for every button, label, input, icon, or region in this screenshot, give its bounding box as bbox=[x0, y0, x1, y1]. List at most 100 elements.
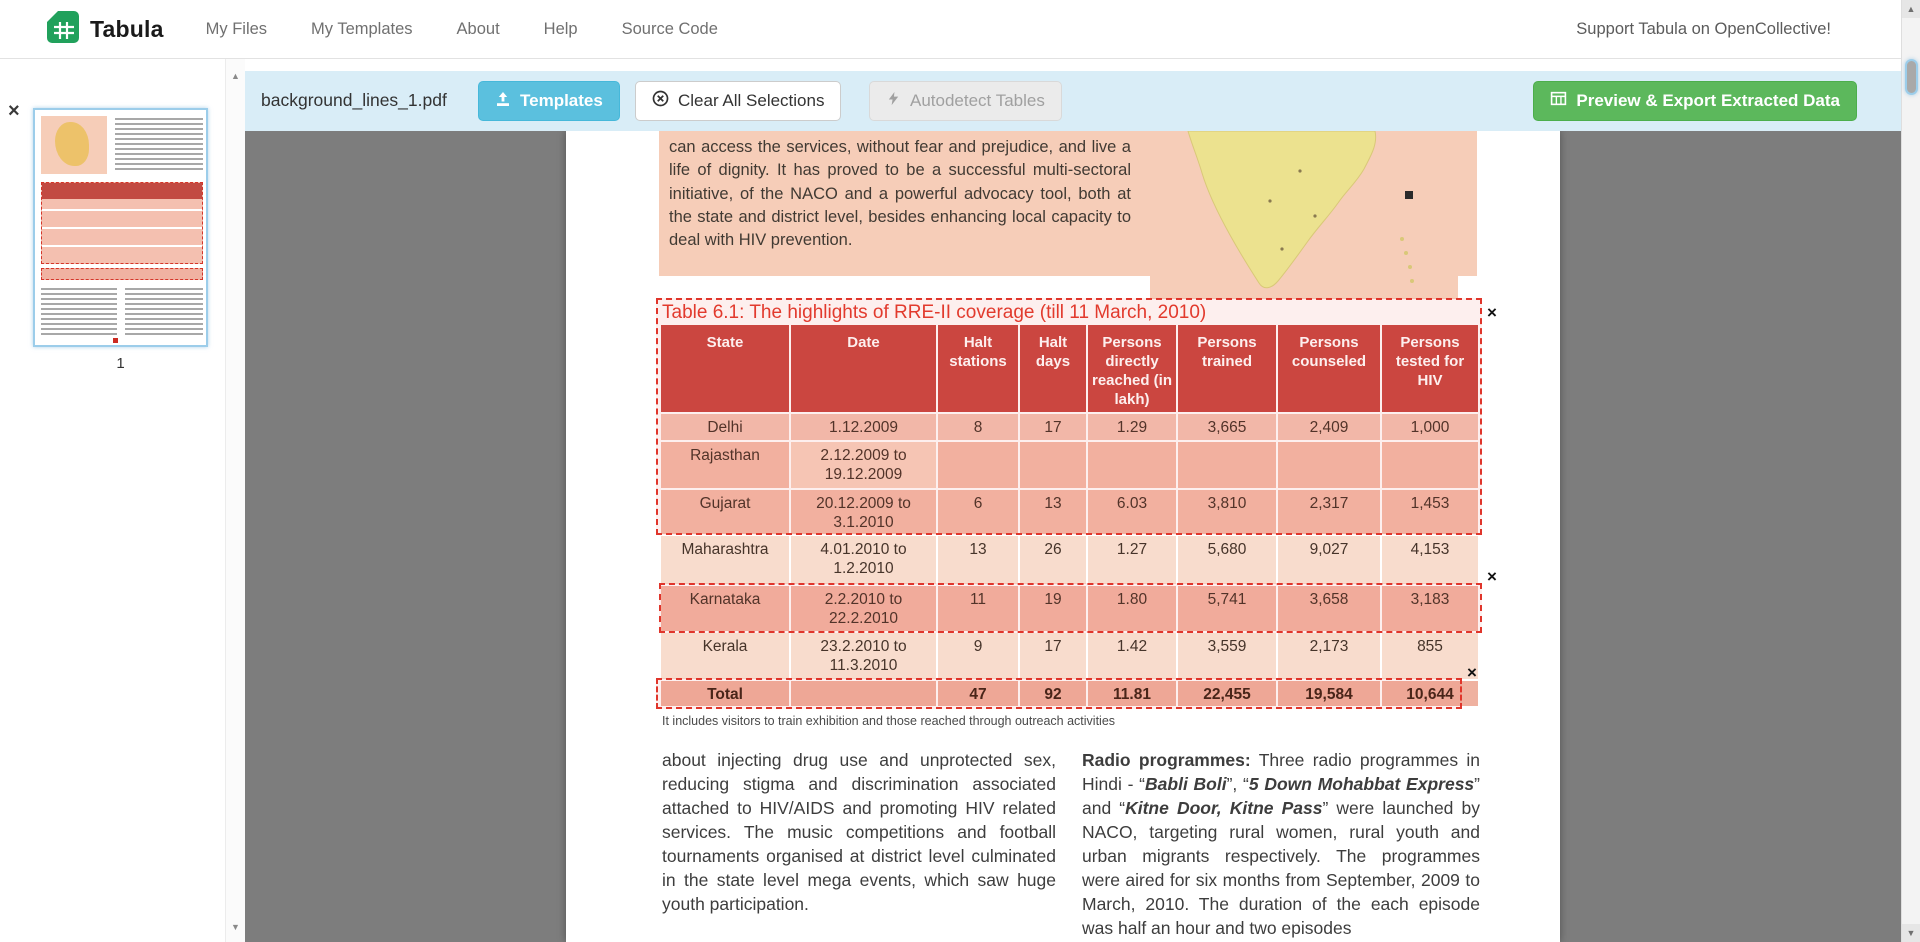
remove-selection-button[interactable]: × bbox=[1467, 663, 1477, 682]
table-cell: Total bbox=[661, 680, 791, 708]
intro-paragraph: can access the services, without fear an… bbox=[669, 138, 1131, 250]
page-thumbnail[interactable] bbox=[33, 108, 208, 347]
thumbnail-table-header bbox=[42, 183, 202, 199]
table-total-row: Total 47 92 11.81 22,455 19,584 10,644 bbox=[661, 680, 1478, 708]
table-cell: 2,317 bbox=[1277, 489, 1382, 536]
table-cell: 855 bbox=[1381, 632, 1478, 681]
pdf-table: State Date Halt stations Halt days Perso… bbox=[661, 325, 1478, 708]
table-cell: 2.12.2009 to 19.12.2009 bbox=[790, 441, 938, 490]
table-cell: 20.12.2009 to 3.1.2010 bbox=[790, 489, 938, 536]
scroll-down-icon[interactable]: ▼ bbox=[1902, 924, 1920, 942]
nav-item-my-templates[interactable]: My Templates bbox=[311, 19, 413, 38]
table-cell: 2.2.2010 to 22.2.2010 bbox=[790, 585, 938, 633]
table-cell: 4.01.2010 to 1.2.2010 bbox=[790, 535, 938, 586]
left-column-text: about injecting drug use and unprotected… bbox=[662, 750, 1056, 914]
nav-item-about[interactable]: About bbox=[456, 19, 500, 38]
window-scrollbar[interactable]: ▲ ▼ bbox=[1901, 0, 1920, 942]
remove-page-button[interactable]: × bbox=[8, 100, 20, 122]
pdf-page[interactable]: can access the services, without fear an… bbox=[566, 131, 1560, 942]
table-row: Kerala 23.2.2010 to 11.3.2010 9 17 1.42 … bbox=[661, 632, 1478, 681]
table-cell: 1.42 bbox=[1087, 632, 1178, 681]
table-cell bbox=[1087, 441, 1178, 490]
table-cell: 3,665 bbox=[1177, 413, 1278, 442]
preview-export-button[interactable]: Preview & Export Extracted Data bbox=[1533, 81, 1857, 121]
table-cell: 1.29 bbox=[1087, 413, 1178, 442]
table-cell: 8 bbox=[937, 413, 1020, 442]
templates-button[interactable]: Templates bbox=[478, 81, 620, 121]
thumbnail-text-lines bbox=[115, 118, 203, 172]
table-cell: 1,000 bbox=[1381, 413, 1478, 442]
table-cell: 2,173 bbox=[1277, 632, 1382, 681]
table-cell: Delhi bbox=[661, 413, 791, 442]
india-map-figure bbox=[1150, 131, 1458, 299]
scroll-up-icon[interactable]: ▲ bbox=[231, 71, 240, 81]
scrollbar-thumb[interactable] bbox=[1905, 59, 1918, 95]
table-cell: 19,584 bbox=[1277, 680, 1382, 708]
table-row: Karnataka 2.2.2010 to 22.2.2010 11 19 1.… bbox=[661, 585, 1478, 633]
lightning-icon bbox=[886, 91, 901, 111]
table-header-cell: Date bbox=[790, 325, 938, 414]
table-header-row: State Date Halt stations Halt days Perso… bbox=[661, 325, 1478, 414]
main-nav: My Files My Templates About Help Source … bbox=[206, 20, 718, 39]
selection-region[interactable] bbox=[656, 298, 1482, 535]
table-cell bbox=[1019, 441, 1088, 490]
nav-item-my-files[interactable]: My Files bbox=[205, 19, 268, 38]
table-cell: 17 bbox=[1019, 413, 1088, 442]
table-cell bbox=[1381, 441, 1478, 490]
table-cell: 3,183 bbox=[1381, 585, 1478, 633]
selection-region[interactable] bbox=[656, 678, 1462, 709]
table-cell: 17 bbox=[1019, 632, 1088, 681]
sidebar-scrollbar[interactable]: ▲ ▼ bbox=[225, 59, 245, 942]
clear-all-selections-button[interactable]: Clear All Selections bbox=[635, 81, 842, 121]
table-cell: 1.80 bbox=[1087, 585, 1178, 633]
table-cell bbox=[937, 441, 1020, 490]
table-cell: 9,027 bbox=[1277, 535, 1382, 586]
thumbnail-text-lines bbox=[125, 288, 203, 336]
thumbnail-selection-handle bbox=[113, 338, 118, 343]
nav-item-source-code[interactable]: Source Code bbox=[621, 19, 718, 38]
table-cell: 1.27 bbox=[1087, 535, 1178, 586]
clear-circle-x-icon bbox=[652, 90, 669, 112]
main-area: background_lines_1.pdf Templates Clear A… bbox=[245, 59, 1901, 942]
table-header-cell: Persons directly reached (in lakh) bbox=[1087, 325, 1178, 414]
table-footnote: It includes visitors to train exhibition… bbox=[662, 714, 1116, 728]
table-header-cell: Persons tested for HIV bbox=[1381, 325, 1478, 414]
table-row: Maharashtra 4.01.2010 to 1.2.2010 13 26 … bbox=[661, 535, 1478, 586]
thumbnail-table-selection bbox=[41, 182, 203, 264]
table-cell: 19 bbox=[1019, 585, 1088, 633]
table-header-cell: Halt days bbox=[1019, 325, 1088, 414]
table-cell: 23.2.2010 to 11.3.2010 bbox=[790, 632, 938, 681]
remove-selection-button[interactable]: × bbox=[1487, 567, 1497, 586]
table-cell: 11.81 bbox=[1087, 680, 1178, 708]
table-cell: Maharashtra bbox=[661, 535, 791, 586]
nav-item-help[interactable]: Help bbox=[543, 19, 578, 38]
table-row: Rajasthan 2.12.2009 to 19.12.2009 bbox=[661, 441, 1478, 490]
scroll-down-icon[interactable]: ▼ bbox=[231, 922, 240, 932]
page-number-label: 1 bbox=[116, 355, 125, 372]
table-cell: 1.12.2009 bbox=[790, 413, 938, 442]
table-cell: 3,559 bbox=[1177, 632, 1278, 681]
table-header-cell: State bbox=[661, 325, 791, 414]
table-cell bbox=[1177, 441, 1278, 490]
support-link[interactable]: Support Tabula on OpenCollective! bbox=[1576, 19, 1831, 38]
thumbnail-map bbox=[41, 116, 107, 174]
map-legend-marker bbox=[1405, 191, 1413, 199]
thumbnail-row-selection bbox=[41, 268, 203, 280]
table-cell: Rajasthan bbox=[661, 441, 791, 490]
toolbar: background_lines_1.pdf Templates Clear A… bbox=[245, 71, 1901, 131]
document-viewport: can access the services, without fear an… bbox=[245, 131, 1901, 942]
selection-region[interactable] bbox=[659, 583, 1482, 633]
templates-icon bbox=[495, 91, 511, 112]
table-header-cell: Persons trained bbox=[1177, 325, 1278, 414]
brand-title: Tabula bbox=[90, 15, 164, 42]
scroll-up-icon[interactable]: ▲ bbox=[1902, 0, 1920, 18]
autodetect-tables-button[interactable]: Autodetect Tables bbox=[869, 81, 1062, 121]
table-header-cell: Persons counseled bbox=[1277, 325, 1382, 414]
remove-selection-button[interactable]: × bbox=[1487, 303, 1497, 322]
body-text-columns: about injecting drug use and unprotected… bbox=[662, 748, 1482, 940]
brand: Tabula bbox=[46, 10, 164, 49]
right-column-text: Radio programmes: Three radio programmes… bbox=[1082, 750, 1481, 938]
table-cell: 3,810 bbox=[1177, 489, 1278, 536]
table-cell bbox=[1277, 441, 1382, 490]
india-map-image bbox=[1150, 131, 1458, 299]
